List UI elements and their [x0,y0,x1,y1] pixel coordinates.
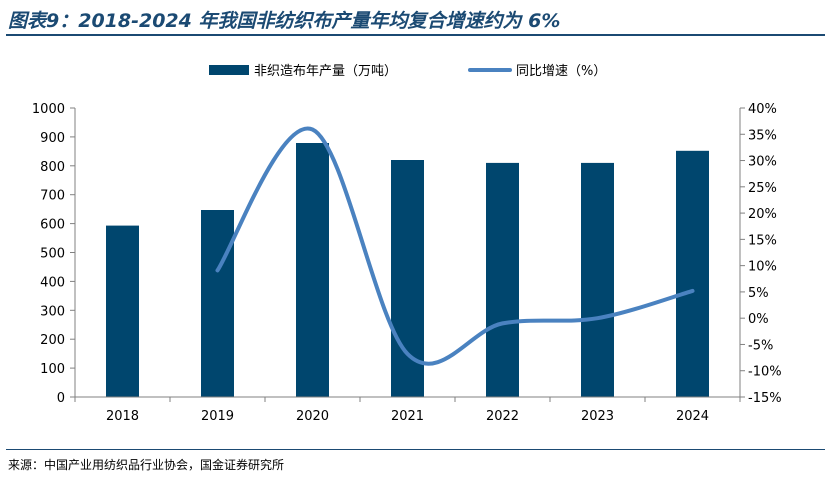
y-left-tick-label: 0 [57,391,65,406]
chart-area: 非织造布年产量（万吨） 同比增速（%） 0 100 200 300 400 500 600 7… [32,64,782,424]
chart-title: 图表9：2018-2024 年我国非纺织布产量年均复合增速约为 6% [8,10,561,32]
source-note: 来源：中国产业用纺织品行业协会，国金证券研究所 [8,458,285,472]
legend-bar-label: 非织造布年产量（万吨） [254,64,397,79]
title-divider [6,34,825,36]
y-right-tick-label: 10% [748,260,777,275]
y-right-tick-label: 25% [748,181,777,196]
y-left-tick-label: 800 [40,160,65,175]
x-tick-label: 2018 [106,409,139,424]
y-right-tick-label: -5% [748,338,773,353]
y-right-tick-label: -10% [748,365,782,380]
y-left-tick-label: 700 [40,189,65,204]
y-right-tick-label: 35% [748,128,777,143]
legend: 非织造布年产量（万吨） 同比增速（%） [209,64,606,79]
x-tick-label: 2019 [201,409,234,424]
y-left-tick-label: 200 [40,333,65,348]
axes: 0 100 200 300 400 500 600 700 800 900 1000 -15% -10%… [32,102,782,424]
y-right-tick-label: -15% [748,391,782,406]
y-right-tick-label: 15% [748,233,777,248]
legend-line-label: 同比增速（%） [516,64,606,79]
bar-series [106,143,709,397]
y-left-tick-label: 100 [40,362,65,377]
bar-2019 [201,210,234,397]
y-right-tick-label: 20% [748,207,777,222]
y-left-tick-label: 900 [40,131,65,146]
bar-2021 [391,160,424,397]
y-right-tick-label: 30% [748,155,777,170]
x-tick-label: 2024 [676,409,709,424]
y-left-tick-label: 600 [40,218,65,233]
y-right-tick-label: 5% [748,286,769,301]
bar-2023 [581,162,614,397]
x-tick-label: 2022 [486,409,519,424]
y-left-tick-label: 300 [40,304,65,319]
bar-2018 [106,225,139,397]
growth-rate-line [215,126,695,366]
bar-2024 [676,150,709,397]
y-right-tick-label: 0% [748,312,769,327]
x-tick-label: 2023 [581,409,614,424]
bar-2020 [296,143,329,397]
y-left-tick-label: 500 [40,247,65,262]
line-series [215,126,695,366]
legend-bar-swatch [209,65,249,75]
x-tick-label: 2020 [296,409,329,424]
bar-2022 [486,162,519,397]
x-tick-label: 2021 [391,409,424,424]
y-right-tick-label: 40% [748,102,777,117]
y-left-tick-label: 400 [40,275,65,290]
y-left-tick-label: 1000 [32,102,65,117]
footer-divider [6,449,825,450]
